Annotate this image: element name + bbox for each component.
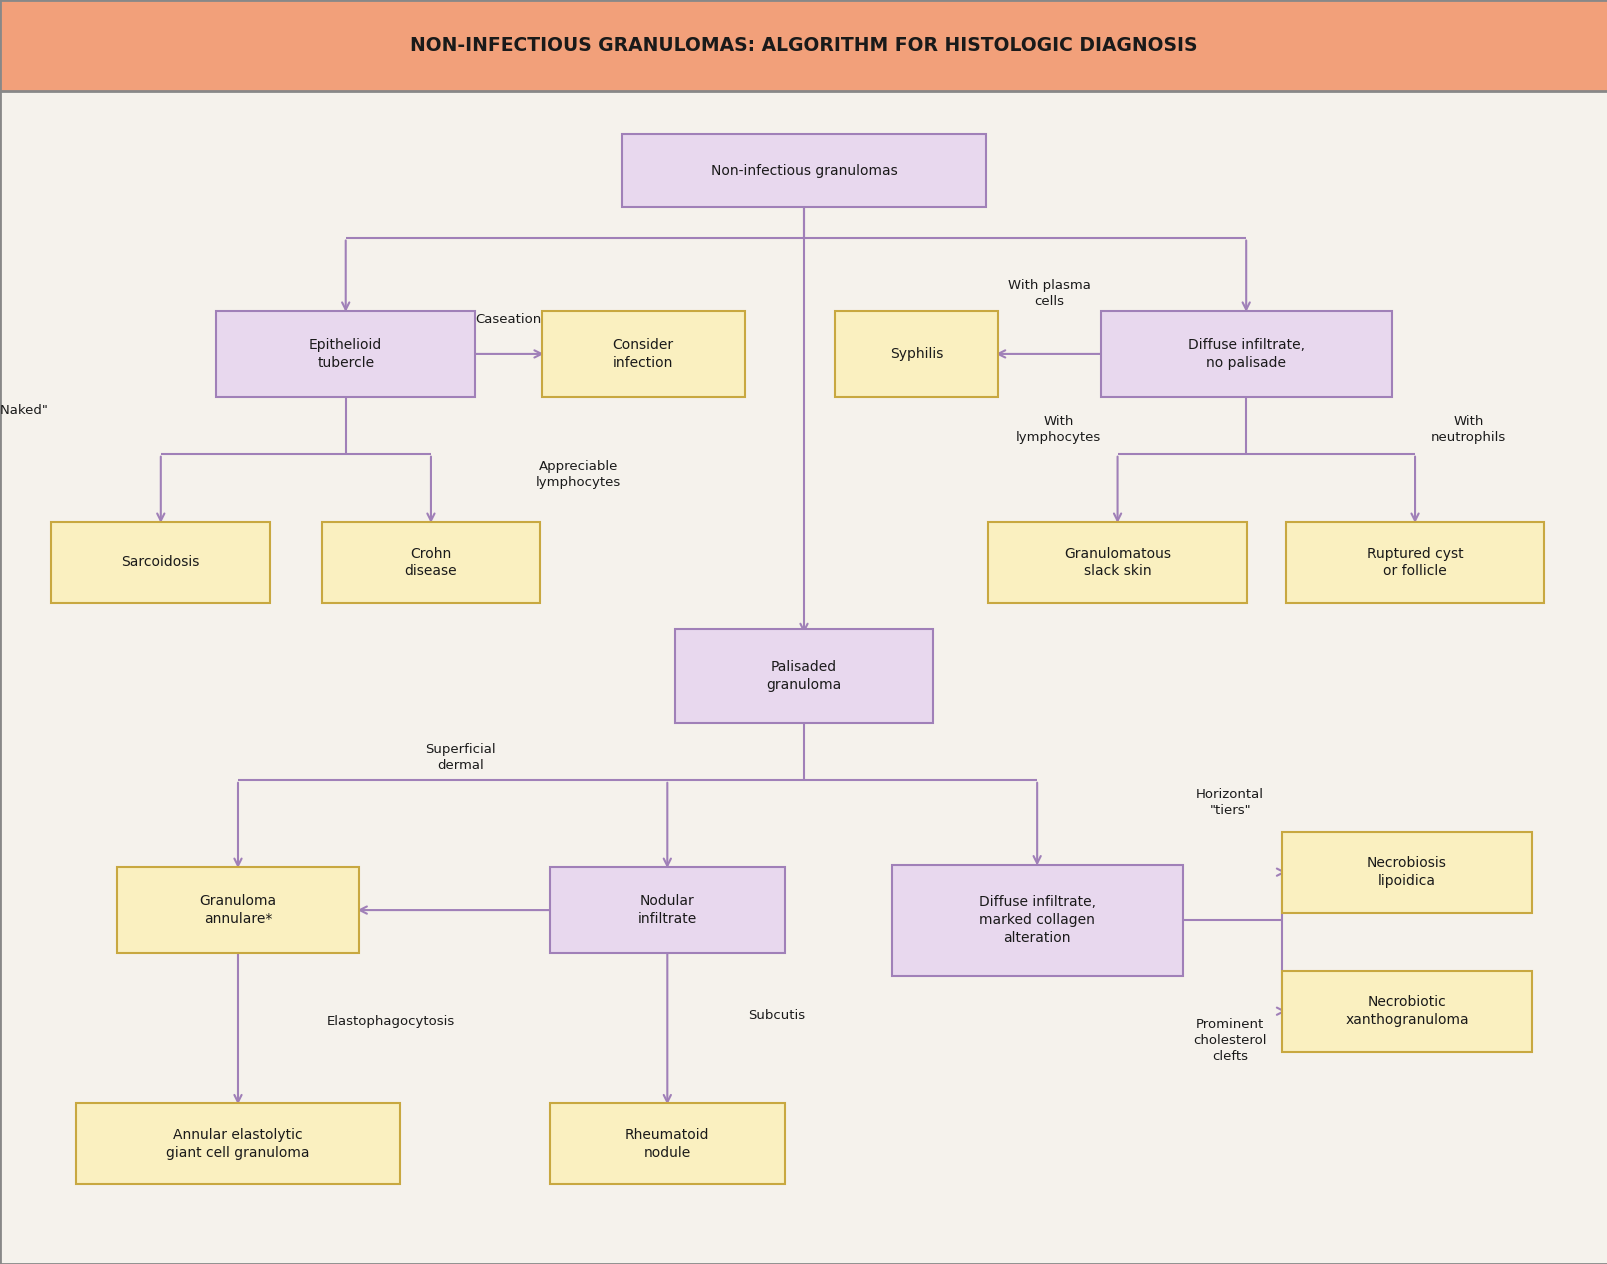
Text: With
neutrophils: With neutrophils	[1430, 415, 1506, 444]
FancyBboxPatch shape	[1281, 971, 1531, 1052]
Text: Sarcoidosis: Sarcoidosis	[122, 555, 199, 570]
Text: Granuloma
annulare*: Granuloma annulare*	[199, 894, 276, 927]
FancyBboxPatch shape	[1101, 311, 1390, 397]
FancyBboxPatch shape	[321, 522, 540, 603]
Text: Syphilis: Syphilis	[889, 346, 943, 362]
FancyBboxPatch shape	[76, 1103, 400, 1184]
Text: Rheumatoid
nodule: Rheumatoid nodule	[625, 1127, 709, 1160]
Text: Necrobiosis
lipoidica: Necrobiosis lipoidica	[1366, 856, 1446, 889]
Text: Necrobiotic
xanthogranuloma: Necrobiotic xanthogranuloma	[1345, 995, 1467, 1028]
Text: Subcutis: Subcutis	[747, 1009, 805, 1023]
FancyBboxPatch shape	[622, 134, 985, 207]
Text: NON-INFECTIOUS GRANULOMAS: ALGORITHM FOR HISTOLOGIC DIAGNOSIS: NON-INFECTIOUS GRANULOMAS: ALGORITHM FOR…	[410, 35, 1197, 56]
Text: Annular elastolytic
giant cell granuloma: Annular elastolytic giant cell granuloma	[166, 1127, 310, 1160]
FancyBboxPatch shape	[542, 311, 744, 397]
FancyBboxPatch shape	[51, 522, 270, 603]
FancyBboxPatch shape	[1281, 832, 1531, 913]
FancyBboxPatch shape	[215, 311, 476, 397]
FancyBboxPatch shape	[550, 867, 784, 953]
Text: Ruptured cyst
or follicle: Ruptured cyst or follicle	[1366, 546, 1462, 579]
Text: With plasma
cells: With plasma cells	[1008, 279, 1090, 307]
FancyBboxPatch shape	[0, 0, 1607, 91]
Text: Palisaded
granuloma: Palisaded granuloma	[767, 660, 840, 693]
Text: Granulomatous
slack skin: Granulomatous slack skin	[1064, 546, 1170, 579]
Text: With
lymphocytes: With lymphocytes	[1016, 415, 1101, 444]
FancyBboxPatch shape	[836, 311, 996, 397]
Text: Elastophagocytosis: Elastophagocytosis	[326, 1015, 455, 1029]
FancyBboxPatch shape	[1286, 522, 1544, 603]
Text: Nodular
infiltrate: Nodular infiltrate	[638, 894, 696, 927]
Text: Horizontal
"tiers": Horizontal "tiers"	[1196, 789, 1263, 817]
Text: Diffuse infiltrate,
no palisade: Diffuse infiltrate, no palisade	[1188, 337, 1303, 370]
Text: Superficial
dermal: Superficial dermal	[426, 743, 495, 771]
FancyBboxPatch shape	[675, 629, 932, 723]
Text: Non-infectious granulomas: Non-infectious granulomas	[710, 163, 897, 178]
FancyBboxPatch shape	[550, 1103, 784, 1184]
Text: "Naked": "Naked"	[0, 404, 48, 417]
FancyBboxPatch shape	[987, 522, 1247, 603]
FancyBboxPatch shape	[116, 867, 358, 953]
Text: Appreciable
lymphocytes: Appreciable lymphocytes	[535, 460, 620, 489]
Text: Crohn
disease: Crohn disease	[405, 546, 456, 579]
FancyBboxPatch shape	[890, 865, 1183, 976]
Text: Caseation: Caseation	[476, 313, 542, 326]
Text: Consider
infection: Consider infection	[612, 337, 673, 370]
Text: Epithelioid
tubercle: Epithelioid tubercle	[309, 337, 382, 370]
Text: Diffuse infiltrate,
marked collagen
alteration: Diffuse infiltrate, marked collagen alte…	[979, 895, 1094, 945]
Text: Prominent
cholesterol
clefts: Prominent cholesterol clefts	[1192, 1018, 1266, 1063]
